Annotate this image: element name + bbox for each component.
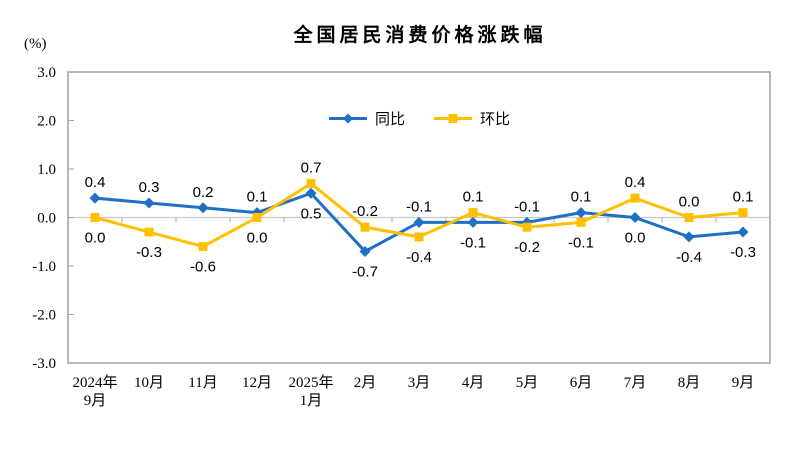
x-tick-label: 9月 (732, 375, 755, 391)
x-tick-label: 10月 (134, 375, 164, 391)
x-tick-label: 12月 (242, 375, 272, 391)
marker-square-icon (252, 213, 262, 222)
y-tick-label: -2.0 (32, 308, 56, 324)
data-label: 0.0 (85, 230, 106, 247)
y-axis-unit-label: (%) (24, 36, 47, 52)
x-tick-label: 8月 (678, 375, 701, 391)
y-tick-label: 0.0 (37, 211, 56, 227)
marker-square-icon (360, 222, 370, 232)
data-label: -0.1 (406, 198, 432, 215)
legend-label-huanbi: 环比 (480, 110, 511, 128)
marker-diamond-icon (629, 212, 641, 223)
data-label: -0.4 (676, 249, 702, 266)
marker-square-icon (576, 217, 586, 227)
data-label: 0.1 (733, 189, 754, 206)
data-label: 0.0 (247, 230, 268, 247)
data-label: -0.3 (136, 244, 162, 261)
marker-square-icon (630, 193, 640, 203)
marker-diamond-icon (737, 226, 749, 238)
data-label: 0.2 (193, 184, 214, 201)
legend-label-tongbi: 同比 (374, 110, 405, 128)
marker-diamond-icon (413, 216, 425, 228)
y-tick-label: 2.0 (37, 114, 56, 130)
data-label: 0.0 (679, 194, 700, 211)
data-label: -0.1 (568, 234, 594, 251)
x-tick-label: 2024年 9月 (72, 374, 117, 409)
y-tick-label: -3.0 (32, 356, 56, 372)
data-label: -0.7 (352, 263, 378, 280)
data-label: 0.4 (85, 174, 106, 191)
legend-item-tongbi: 同比 (328, 108, 405, 129)
data-label: 0.1 (571, 189, 592, 206)
marker-square-icon (522, 222, 532, 232)
marker-diamond-icon (197, 202, 209, 214)
marker-diamond-icon (143, 197, 155, 209)
chart-legend: 同比 环比 (68, 108, 770, 128)
y-tick-label: 3.0 (37, 65, 56, 81)
data-label: -0.4 (406, 249, 432, 266)
marker-square-icon (468, 208, 478, 218)
marker-square-icon (90, 213, 100, 222)
chart-title: 全国居民消费价格涨跌幅 (293, 25, 547, 46)
data-label: 0.1 (247, 189, 268, 206)
data-label: -0.6 (190, 259, 216, 276)
x-tick-label: 7月 (624, 375, 647, 391)
x-tick-label: 2025年 1月 (288, 374, 333, 409)
marker-square-icon (684, 213, 694, 222)
data-label: 0.0 (625, 230, 646, 247)
marker-diamond-icon (359, 245, 371, 257)
marker-diamond-icon (683, 231, 695, 243)
data-label: -0.3 (730, 244, 756, 261)
x-tick-label: 11月 (188, 375, 217, 391)
data-label: 0.3 (139, 179, 160, 196)
x-tick-label: 3月 (408, 375, 431, 391)
x-tick-label: 4月 (462, 375, 485, 391)
data-label: 0.5 (301, 205, 322, 222)
marker-square-icon (414, 232, 424, 242)
marker-diamond-icon (575, 207, 587, 219)
marker-square-icon (738, 208, 748, 218)
marker-square-icon (306, 179, 316, 189)
data-label: -0.1 (460, 234, 486, 251)
y-tick-label: -1.0 (32, 259, 56, 275)
marker-square-icon (144, 227, 154, 237)
marker-diamond-icon (89, 192, 101, 204)
legend-line-square-icon (434, 113, 472, 123)
x-tick-label: 2月 (354, 375, 377, 391)
data-label: 0.4 (625, 174, 646, 191)
data-label: -0.1 (514, 198, 540, 215)
marker-diamond-icon (467, 216, 479, 228)
data-label: 0.1 (463, 189, 484, 206)
y-tick-label: 1.0 (37, 162, 56, 178)
data-label: 0.7 (301, 160, 322, 177)
x-tick-label: 6月 (570, 375, 593, 391)
x-tick-label: 5月 (516, 375, 539, 391)
marker-diamond-icon (305, 187, 317, 199)
legend-item-huanbi: 环比 (433, 108, 510, 129)
marker-square-icon (198, 242, 208, 252)
legend-line-diamond-icon (328, 113, 367, 123)
data-label: -0.2 (352, 203, 378, 220)
data-label: -0.2 (514, 239, 540, 256)
